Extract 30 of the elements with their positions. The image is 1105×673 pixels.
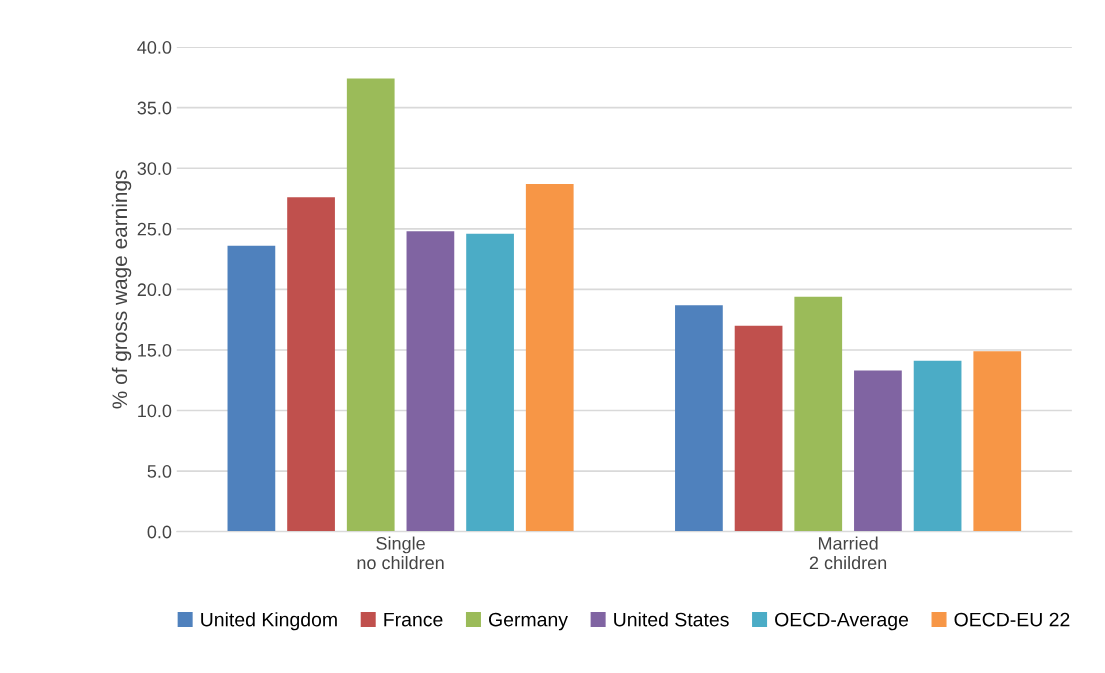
bar (675, 305, 723, 532)
bar (525, 184, 574, 532)
bar (227, 245, 276, 532)
bar (346, 78, 395, 532)
bar (287, 197, 335, 532)
y-tick-label: 20.0 (137, 283, 172, 297)
x-tick-label: Single no children (357, 536, 444, 570)
bar (973, 351, 1022, 532)
bar (854, 370, 902, 532)
y-tick-label: 0.0 (147, 525, 172, 539)
x-tick-label: Married 2 children (809, 536, 887, 570)
y-tick-label: 40.0 (137, 41, 172, 54)
y-tick-label: 15.0 (138, 343, 172, 357)
bar (794, 296, 843, 532)
y-tick-label: 5.0 (147, 465, 172, 478)
y-tick-label: 10.0 (138, 404, 172, 418)
legend-label: France (384, 612, 443, 627)
legend-label: United Kingdom (201, 612, 337, 631)
bar (406, 231, 455, 532)
y-tick-label: 25.0 (137, 222, 172, 236)
legend-label: United States (614, 612, 729, 627)
bar (734, 325, 783, 532)
bar (466, 233, 514, 532)
legend-label: OECD-EU 22 (954, 612, 1070, 627)
y-axis-title: % of gross wage earnings (111, 170, 132, 409)
legend-label: OECD-Average (775, 612, 909, 631)
bar (913, 360, 962, 532)
legend-label: Germany (489, 612, 568, 631)
y-tick-label: 35.0 (137, 101, 172, 115)
y-tick-label: 30.0 (137, 162, 172, 175)
